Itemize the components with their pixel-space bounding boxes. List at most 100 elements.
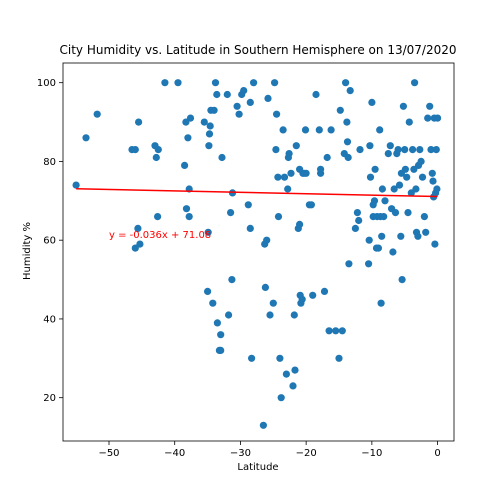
data-point — [186, 114, 195, 122]
data-point — [266, 311, 274, 319]
data-point — [271, 79, 279, 87]
data-point — [280, 173, 289, 181]
x-tick-label: −40 — [164, 448, 185, 459]
data-point — [182, 205, 191, 213]
data-point — [93, 110, 101, 118]
y-axis-ticks: 20 40 60 80 100 — [37, 78, 63, 404]
y-tick-label: 40 — [43, 314, 56, 325]
data-point — [296, 220, 304, 228]
data-point — [263, 236, 271, 244]
data-point — [301, 126, 310, 134]
data-point — [228, 189, 237, 197]
data-point — [343, 138, 352, 146]
data-point — [338, 327, 346, 335]
data-point — [412, 185, 420, 193]
data-point — [233, 102, 241, 110]
data-point — [424, 114, 432, 122]
data-point — [345, 260, 353, 268]
data-point — [398, 276, 406, 284]
data-point — [422, 228, 430, 236]
data-point — [428, 169, 436, 177]
data-point — [277, 394, 285, 402]
data-point — [274, 173, 282, 181]
data-point — [261, 283, 269, 291]
data-point — [154, 213, 162, 221]
data-point — [389, 248, 397, 256]
data-point — [429, 177, 437, 185]
data-point — [414, 232, 422, 240]
data-point — [136, 240, 144, 248]
data-point — [395, 181, 404, 189]
data-point — [205, 142, 213, 150]
data-point — [374, 244, 382, 252]
data-point — [346, 87, 354, 95]
x-axis-label: Latitude — [237, 462, 278, 473]
data-point — [332, 327, 340, 335]
data-point — [205, 130, 214, 138]
data-point — [259, 421, 267, 429]
data-point — [250, 79, 258, 87]
y-axis-label: Humidity % — [22, 222, 33, 280]
data-point — [134, 224, 142, 232]
y-tick-label: 60 — [43, 236, 56, 247]
data-point — [427, 146, 435, 154]
data-point — [371, 165, 379, 173]
data-point — [433, 185, 441, 193]
data-point — [235, 110, 243, 118]
data-point — [291, 366, 299, 374]
x-tick-label: −30 — [230, 448, 251, 459]
data-point — [174, 79, 182, 87]
data-point — [411, 79, 419, 87]
data-point — [240, 87, 248, 95]
data-point — [72, 181, 80, 189]
data-point — [399, 102, 407, 110]
data-point — [356, 146, 364, 154]
data-point — [309, 291, 317, 299]
data-point — [246, 98, 254, 106]
data-point — [381, 197, 389, 205]
x-tick-label: 0 — [434, 448, 440, 459]
data-point — [307, 201, 315, 209]
data-point — [378, 185, 386, 193]
data-point — [434, 114, 442, 122]
data-point — [273, 110, 281, 118]
data-point — [244, 201, 252, 209]
regression-line — [76, 188, 438, 198]
y-tick-label: 20 — [43, 393, 56, 404]
data-point — [417, 157, 425, 165]
data-point — [404, 209, 412, 217]
data-point — [82, 134, 90, 142]
data-point — [401, 165, 409, 173]
data-point — [274, 213, 283, 221]
data-point — [209, 299, 217, 307]
data-point — [185, 213, 193, 221]
data-point — [368, 98, 376, 106]
plot-area-frame — [62, 62, 455, 442]
data-point — [365, 260, 373, 268]
data-point — [327, 126, 335, 134]
points-layer — [72, 79, 442, 429]
data-point — [298, 295, 306, 303]
data-point — [248, 354, 256, 362]
data-point — [377, 299, 385, 307]
data-point — [420, 213, 428, 221]
data-point — [289, 382, 297, 390]
data-point — [317, 165, 325, 173]
data-point — [426, 102, 434, 110]
data-point — [213, 319, 221, 327]
data-point — [384, 150, 392, 158]
x-axis-ticks: −50 −40 −30 −20 −10 0 — [98, 441, 441, 459]
data-point — [325, 327, 333, 335]
data-point — [272, 146, 280, 154]
data-point — [312, 90, 320, 99]
data-point — [386, 142, 394, 150]
data-point — [200, 118, 208, 126]
data-point — [279, 126, 287, 134]
data-point — [290, 311, 298, 319]
data-point — [269, 299, 277, 307]
data-point — [342, 79, 350, 87]
data-point — [217, 331, 225, 339]
data-point — [131, 146, 139, 154]
data-point — [416, 146, 424, 154]
data-point — [218, 153, 226, 162]
